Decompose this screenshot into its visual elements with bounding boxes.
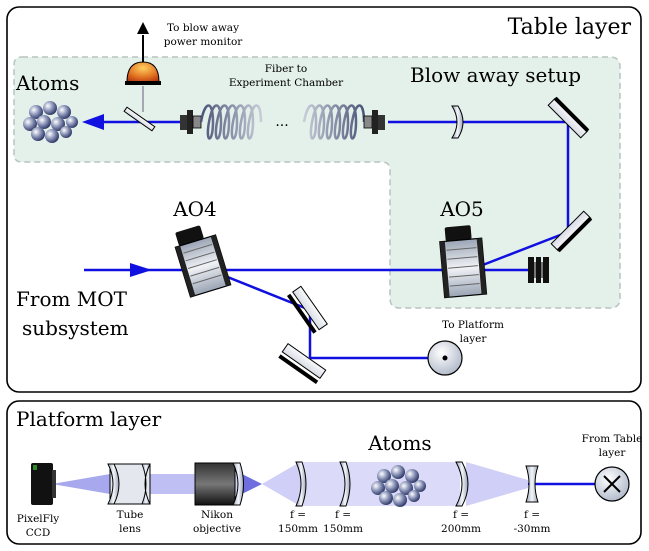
fiber-label-2: Experiment Chamber <box>229 77 344 89</box>
nikon-label-2: objective <box>193 523 241 535</box>
blow-away-setup-label: Blow away setup <box>410 63 581 87</box>
pixelfly-label-1: PixelFly <box>17 513 60 525</box>
lens-150mm-2 <box>339 461 351 507</box>
ao5-modulator <box>439 225 488 299</box>
fiber-coil-right <box>302 104 366 140</box>
atoms-cloud-table <box>23 101 78 143</box>
ao4-mirror-1-back <box>286 293 317 334</box>
atoms-platform-label: Atoms <box>367 431 431 455</box>
platform-layer-title: Platform layer <box>16 407 162 431</box>
pixelfly-label-2: CCD <box>26 527 51 539</box>
fiber-label-1: Fiber to <box>265 63 307 75</box>
lens-neg30mm <box>525 465 539 503</box>
pickoff-window <box>123 106 156 132</box>
lens-150mm-1-label-1: f = <box>290 509 306 521</box>
tube-lens <box>107 463 151 505</box>
atoms-cloud-platform <box>371 465 426 507</box>
blow-away-mirror-bottom-back <box>556 216 593 253</box>
fiber-ellipsis: ... <box>275 114 288 130</box>
ao4-mirror-2-back <box>278 354 319 385</box>
from-table-label-2: layer <box>599 447 627 459</box>
to-platform-label-2: layer <box>460 333 488 345</box>
nikon-label-1: Nikon <box>201 509 233 521</box>
tube-lens-label-2: lens <box>119 523 141 535</box>
lens-150mm-2-label-2: 150mm <box>323 523 363 535</box>
from-table-label-1: From Table <box>582 433 643 445</box>
power-monitor-label-1: To blow away <box>167 22 239 34</box>
lens-150mm-1-label-2: 150mm <box>278 523 318 535</box>
atoms-table-label: Atoms <box>15 71 79 95</box>
from-mot-label-2: subsystem <box>22 316 129 340</box>
power-monitor-label-2: power monitor <box>164 36 244 48</box>
ao4-label: AO4 <box>172 197 217 221</box>
ao4-mirror-2 <box>281 343 327 379</box>
lens-200mm-label-2: 200mm <box>441 523 481 535</box>
from-table-port <box>594 466 630 502</box>
atoms-beam-arrow <box>82 114 104 130</box>
from-mot-label-1: From MOT <box>16 287 128 311</box>
to-platform-port <box>427 340 463 376</box>
nikon-objective <box>194 462 244 506</box>
ao4-mirror-1 <box>292 285 328 331</box>
blow-away-mirror-top-back <box>553 96 590 133</box>
fiber-coupler-right <box>363 110 385 134</box>
pixelfly-ccd <box>31 463 56 505</box>
lens-neg30mm-label-2: -30mm <box>514 523 551 535</box>
blow-away-lens <box>451 105 464 139</box>
fiber-coil-left <box>199 104 263 140</box>
lens-200mm <box>455 461 469 507</box>
ao5-label: AO5 <box>439 197 484 221</box>
tube-lens-label-1: Tube <box>117 509 144 521</box>
table-layer-title: Table layer <box>508 15 632 40</box>
lens-150mm-1 <box>295 461 307 507</box>
lens-150mm-2-label-1: f = <box>335 509 351 521</box>
beam-dump <box>528 257 549 283</box>
lens-200mm-label-1: f = <box>453 509 469 521</box>
power-monitor-detector <box>125 22 161 112</box>
lens-neg30mm-label-1: f = <box>524 509 540 521</box>
mot-input-arrow <box>130 263 152 277</box>
to-platform-label-1: To Platform <box>442 319 504 331</box>
ao4-modulator <box>174 225 232 298</box>
